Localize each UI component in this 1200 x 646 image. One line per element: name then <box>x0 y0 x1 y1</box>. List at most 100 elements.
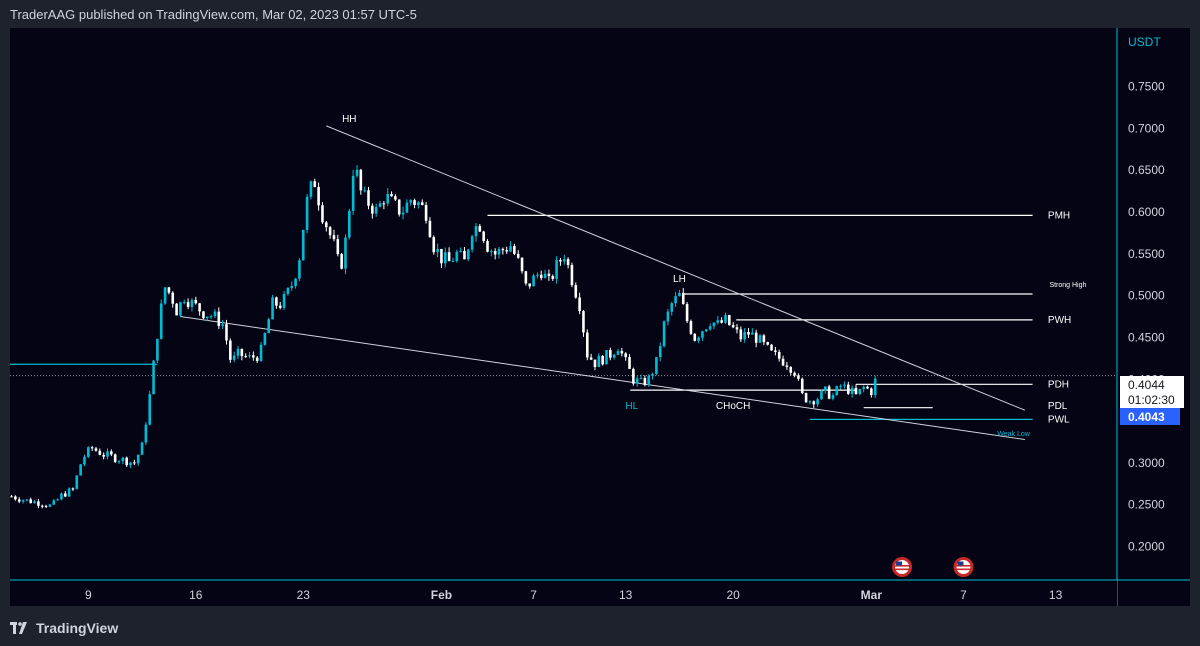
candle-body <box>847 384 850 394</box>
candle-body <box>704 329 708 332</box>
candle-body <box>808 401 812 403</box>
candle-body <box>417 202 420 205</box>
candle-body <box>609 350 612 358</box>
candle-body <box>678 292 681 297</box>
candle-body <box>240 348 244 357</box>
candle-body <box>351 175 355 211</box>
tradingview-logo-icon <box>10 622 27 634</box>
candle-body <box>275 297 278 306</box>
candle-body <box>589 357 593 360</box>
candle-body <box>397 199 401 215</box>
candle-body <box>793 372 796 376</box>
candle-body <box>332 235 336 240</box>
candle-body <box>501 248 505 251</box>
candle-body <box>578 297 581 312</box>
candle-body <box>194 299 198 304</box>
candle-body <box>328 227 332 236</box>
chart-label-lh: LH <box>673 274 686 285</box>
candle-body <box>317 187 320 206</box>
candle-body <box>348 210 351 238</box>
candle-body <box>163 287 167 304</box>
candle-body <box>244 356 247 358</box>
candle-body <box>858 388 862 395</box>
candle-body <box>278 305 282 308</box>
candle-body <box>681 292 685 305</box>
candle-body <box>831 395 835 399</box>
flag-stripe <box>895 568 910 571</box>
time-axis[interactable] <box>10 580 1117 606</box>
candle-body <box>451 261 455 263</box>
candle-body <box>712 322 716 327</box>
candle-body <box>785 365 789 368</box>
chart-frame[interactable]: HH LH HL CHoCH PMH Strong High PWH PDH PDL PWL Wea… <box>10 28 1190 606</box>
candle-body <box>781 358 785 366</box>
candle-body <box>371 205 374 214</box>
chart-label-hl: HL <box>625 401 638 412</box>
candle-body <box>10 496 13 498</box>
candle-body <box>405 202 409 213</box>
candle-body <box>593 359 597 368</box>
flag-stripe <box>956 568 971 571</box>
candle-body <box>474 226 478 237</box>
candle-body <box>248 355 251 357</box>
last-price-value: 0.4043 <box>1128 410 1165 424</box>
candle-body <box>524 271 528 284</box>
candle-body <box>666 311 670 322</box>
brand-name: TradingView <box>36 620 119 636</box>
candle-body <box>156 338 159 361</box>
candle-body <box>83 456 86 465</box>
candle-body <box>313 181 317 188</box>
candle-body <box>643 378 647 386</box>
candle-body <box>52 500 56 505</box>
price-axis[interactable] <box>1117 28 1190 580</box>
candle-body <box>467 249 470 260</box>
candle-body <box>294 278 297 287</box>
price-chart[interactable]: HH LH HL CHoCH PMH Strong High PWH PDH PDL PWL Wea… <box>10 28 1190 606</box>
candle-body <box>835 386 839 396</box>
candle-body <box>202 311 205 319</box>
chart-label-pdl: PDL <box>1048 401 1068 412</box>
candle-body <box>850 387 854 394</box>
candle-body <box>827 386 831 399</box>
chart-label-weak-low: Weak Low <box>997 431 1030 438</box>
candle-body <box>597 355 601 368</box>
candle-body <box>344 237 347 269</box>
candle-body <box>225 324 228 341</box>
candle-body <box>48 504 52 507</box>
brand[interactable]: TradingView <box>10 620 118 636</box>
candle-body <box>443 252 447 264</box>
candle-body <box>213 311 217 317</box>
candle-body <box>728 315 731 326</box>
x-tick-label: 16 <box>189 588 203 602</box>
candle-body <box>75 475 79 489</box>
candle-body <box>620 351 624 354</box>
candle-body <box>632 368 635 384</box>
y-tick-label: 0.5500 <box>1128 247 1165 261</box>
current-price-tag <box>1120 376 1184 408</box>
candle-body <box>37 501 40 506</box>
candle-body <box>63 493 67 497</box>
candle-body <box>662 321 666 347</box>
candle-body <box>509 246 512 252</box>
candle-body <box>378 203 382 207</box>
candle-body <box>536 274 539 276</box>
candle-body <box>56 499 59 501</box>
us-flag-event-icon[interactable] <box>892 557 913 577</box>
candle-body <box>121 457 125 462</box>
candle-body <box>71 488 75 490</box>
candle-body <box>102 454 105 457</box>
candle-body <box>148 394 152 425</box>
candle-body <box>44 505 48 507</box>
candle-body <box>355 169 359 176</box>
candle-body <box>129 462 132 466</box>
candle-body <box>766 342 770 345</box>
candle-body <box>751 332 754 335</box>
candle-body <box>674 296 677 304</box>
candle-body <box>562 259 566 262</box>
candle-body <box>324 222 328 228</box>
candle-body <box>255 357 259 362</box>
candle-body <box>386 194 390 204</box>
candle-body <box>797 375 800 379</box>
candle-body <box>440 248 443 264</box>
us-flag-event-icon[interactable] <box>953 557 974 577</box>
